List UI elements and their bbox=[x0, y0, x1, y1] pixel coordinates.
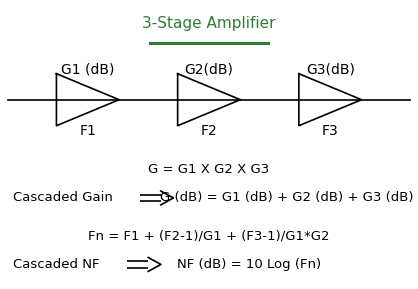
Text: G (dB) = G1 (dB) + G2 (dB) + G3 (dB): G (dB) = G1 (dB) + G2 (dB) + G3 (dB) bbox=[160, 192, 413, 204]
Text: Fn = F1 + (F2-1)/G1 + (F3-1)/G1*G2: Fn = F1 + (F2-1)/G1 + (F3-1)/G1*G2 bbox=[88, 229, 330, 242]
Text: F3: F3 bbox=[322, 125, 339, 138]
Text: 3-Stage Amplifier: 3-Stage Amplifier bbox=[142, 16, 276, 31]
Text: G = G1 X G2 X G3: G = G1 X G2 X G3 bbox=[148, 163, 270, 175]
Text: G3(dB): G3(dB) bbox=[306, 62, 354, 76]
Text: F1: F1 bbox=[79, 125, 96, 138]
Text: Cascaded Gain: Cascaded Gain bbox=[13, 192, 112, 204]
Text: Cascaded NF: Cascaded NF bbox=[13, 258, 99, 271]
Text: G2(dB): G2(dB) bbox=[185, 62, 233, 76]
Text: F2: F2 bbox=[201, 125, 217, 138]
Text: G1 (dB): G1 (dB) bbox=[61, 62, 115, 76]
Text: NF (dB) = 10 Log (Fn): NF (dB) = 10 Log (Fn) bbox=[177, 258, 321, 271]
